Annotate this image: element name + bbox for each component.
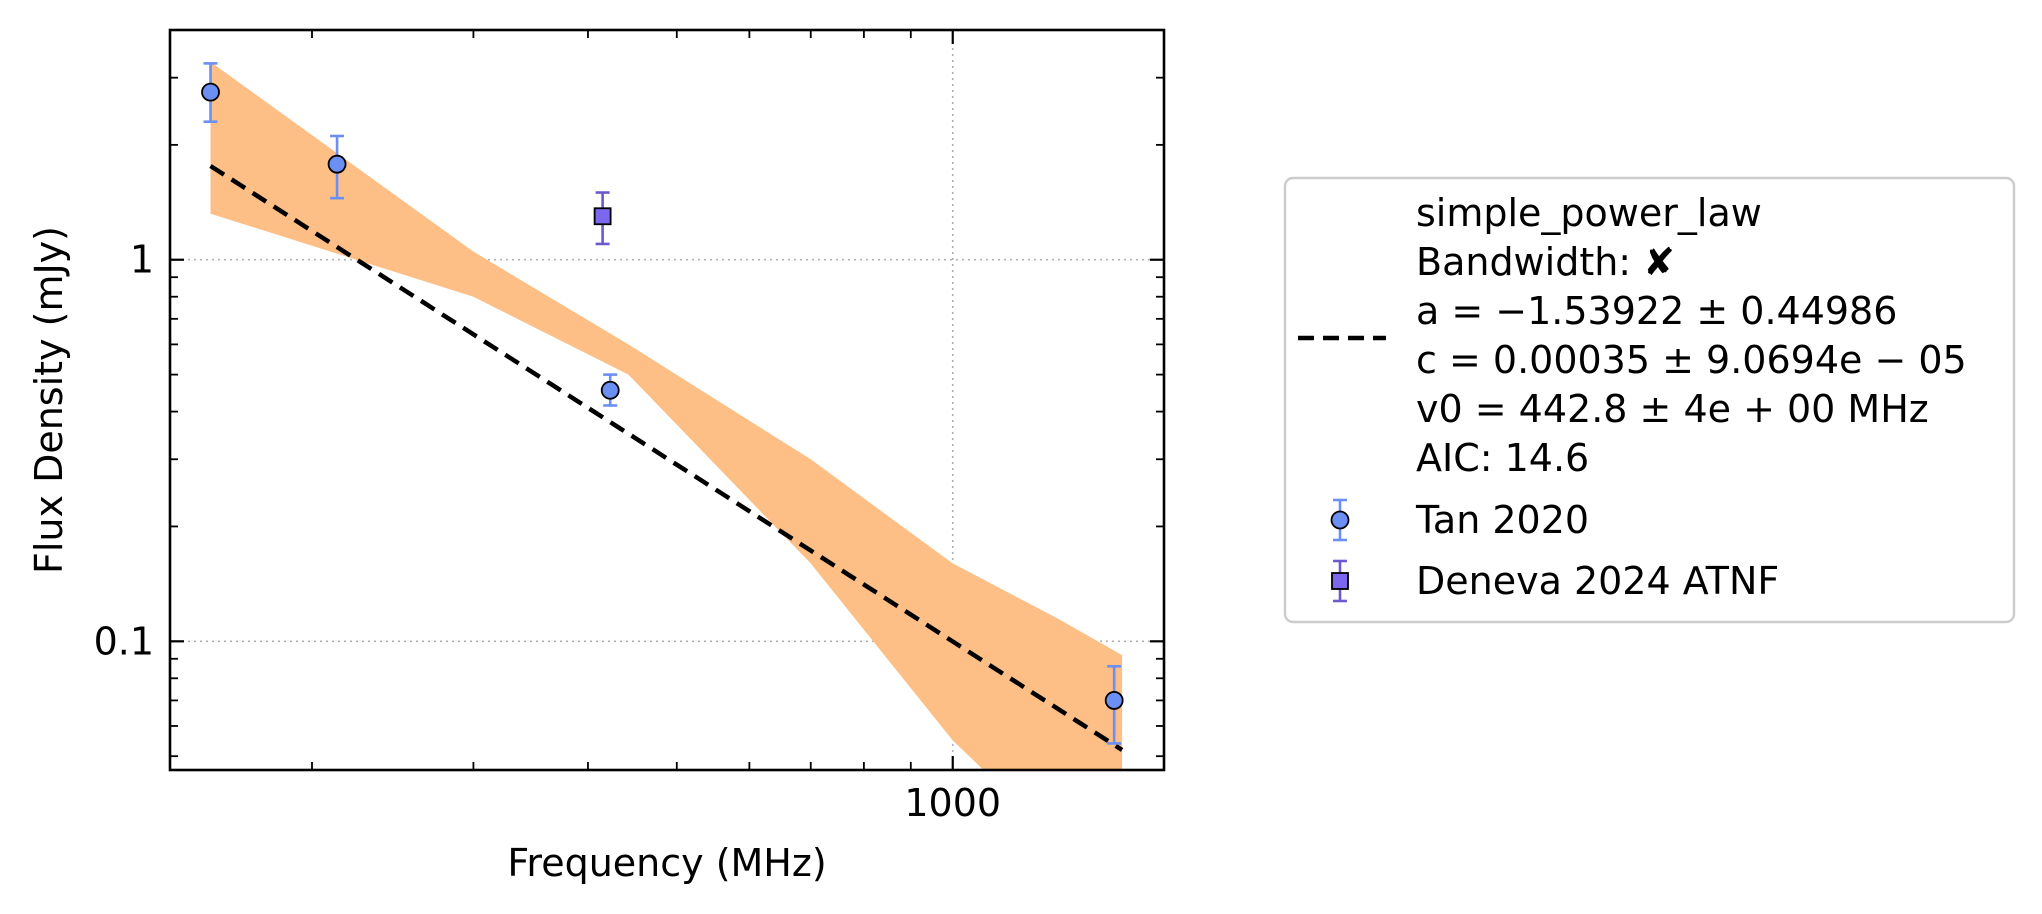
fit-band <box>210 61 1123 770</box>
legend-label-deneva-2024: Deneva 2024 ATNF <box>1416 559 1779 603</box>
fit-line-group <box>209 164 1124 752</box>
fit-line <box>209 164 1124 752</box>
data-point-tan-2020 <box>1104 691 1124 710</box>
legend-fit-text: v0 = 442.8 ± 4e + 00 MHz <box>1416 387 1929 431</box>
legend-box <box>1283 176 2016 624</box>
legend-marker-tan-2020 <box>1330 510 1350 530</box>
legend-fit-text: c = 0.00035 ± 9.0694e − 05 <box>1416 338 1967 382</box>
legend-fit-text: a = −1.53922 ± 0.44986 <box>1416 289 1897 333</box>
data-points <box>201 62 1124 745</box>
legend-label-tan-2020: Tan 2020 <box>1415 498 1589 542</box>
x-axis-label: Frequency (MHz) <box>507 841 826 885</box>
y-tick-label: 1 <box>130 238 154 282</box>
axes: 1000 1 0.1 Frequency (MHz) Flux Density (mJy… <box>27 28 1166 885</box>
plot-frame <box>168 28 1166 772</box>
fit-uncertainty-band <box>210 61 1123 770</box>
legend-fit-text: simple_power_law <box>1416 191 1762 235</box>
data-point-tan-2020 <box>327 154 347 174</box>
y-tick-label: 0.1 <box>94 619 154 663</box>
legend-fit-text: Bandwidth: ✘ <box>1416 240 1675 284</box>
data-point-tan-2020 <box>201 82 220 102</box>
data-point-tan-2020 <box>600 380 620 400</box>
data-point-deneva-2024 <box>593 207 612 226</box>
y-axis-label: Flux Density (mJy) <box>27 226 71 574</box>
x-tick-label: 1000 <box>904 781 1001 825</box>
legend-marker-deneva-2024 <box>1331 572 1349 590</box>
legend-fit-text: AIC: 14.6 <box>1416 436 1589 480</box>
legend: simple_power_law Bandwidth: ✘ a = −1.53922… <box>1283 176 2016 624</box>
